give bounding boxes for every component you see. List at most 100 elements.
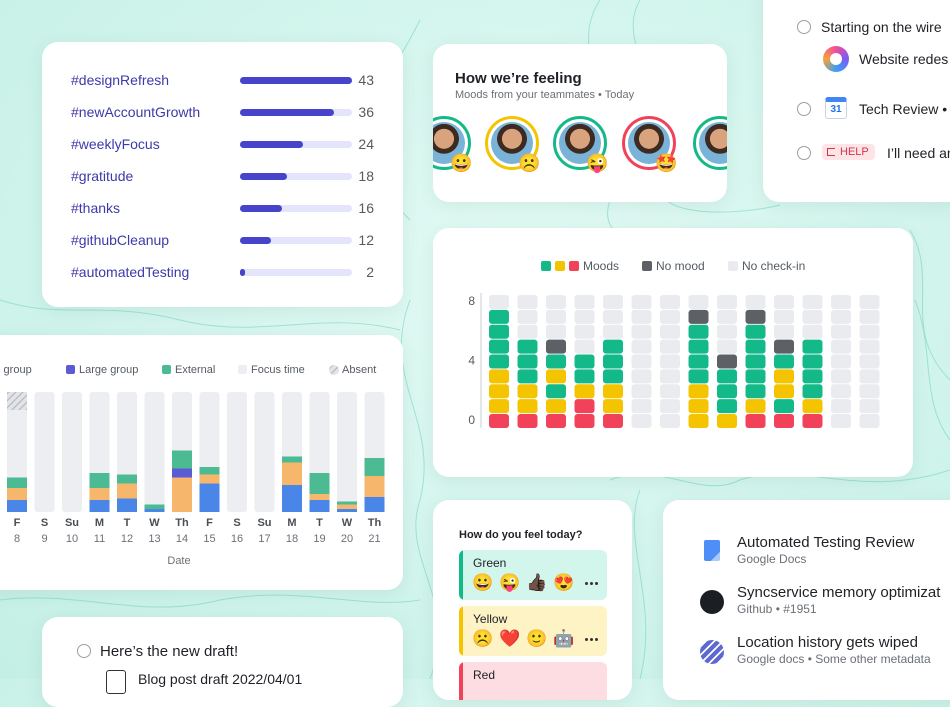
mood-cell [802,339,823,354]
mood-option: Red [459,662,607,700]
emoji[interactable]: ❤️ [499,629,521,648]
mood-cell [489,309,509,324]
task-text: Website redes [859,51,949,67]
checkbox [77,644,91,658]
mood-cell [546,384,566,399]
mood-option: Yellow ☹️ ❤️ 🙂 🤖 [459,606,607,656]
hashtag: #gratitude [71,168,134,184]
mood-cell [660,295,680,309]
mood-cell [831,399,851,414]
emoji[interactable]: 😀 [472,573,494,592]
mood-cell [603,384,623,399]
legend-swatch [569,261,579,271]
x-axis-title: Date [167,555,190,567]
option-label: Red [473,668,496,682]
emoji-badge: 🤩 [655,153,678,173]
file-icon [106,670,126,694]
legend-label: No mood [656,259,705,273]
mood-cell [831,354,851,369]
x-date-label: 18 [286,533,298,545]
emoji-badge: 😜 [586,153,609,173]
x-date-label: 15 [203,533,215,545]
x-day-label: Su [65,517,79,529]
bar-background [34,392,55,512]
bar-segment [89,500,110,512]
mood-cell [660,369,680,384]
x-date-label: 17 [258,533,270,545]
bar-segment [282,456,302,463]
mood-cell [574,339,595,354]
mood-cell [517,295,538,309]
legend-label: Moods [583,259,619,273]
bar-segment [7,500,27,512]
mood-cell [489,339,509,354]
mood-cell [774,324,794,339]
mood-cell [831,324,851,339]
x-day-label: F [206,517,213,529]
subtitle: Moods from your teammates • Today [455,89,635,101]
mood-cell [489,399,509,414]
legend-label: Small group [0,364,32,376]
mood-cell [802,414,823,428]
mood-cell [717,354,737,369]
mood-cell [688,295,709,309]
mood-cell [631,399,652,414]
y-tick-label: 0 [468,413,475,427]
bar-segment [117,483,137,499]
mood-cell [831,339,851,354]
legend-label: External [175,364,215,376]
legend-swatch [555,261,565,271]
doc-meta: Github • #1951 [737,602,817,616]
mood-cell [745,369,766,384]
mood-cell [660,384,680,399]
mood-cell [517,369,538,384]
y-tick-label: 8 [468,294,475,308]
emoji[interactable]: 🙂 [526,629,548,648]
mood-cell [546,414,566,428]
emoji[interactable]: 😍 [553,573,575,592]
bar-segment [199,483,220,512]
bar-segment [282,485,302,512]
mood-cell [831,369,851,384]
hashtag-card: #designRefresh 43 #newAccountGrowth 36 #week… [42,42,403,307]
bar-segment [144,509,165,512]
app-icon-hole [830,53,842,65]
count: 43 [358,72,374,88]
mood-cell [802,324,823,339]
count: 18 [358,168,374,184]
x-date-label: 12 [121,533,133,545]
more-dot [585,582,588,585]
mood-cell [546,309,566,324]
bar-background [62,392,82,512]
mood-cell [489,324,509,339]
x-date-label: 10 [66,533,78,545]
mood-cell [489,414,509,428]
mood-cell [546,369,566,384]
hashtag: #thanks [71,200,121,216]
mood-cell [831,414,851,428]
emoji-badge: 😀 [450,153,473,173]
mood-cell [546,339,566,354]
bar-segment [117,474,137,484]
mood-cell [745,384,766,399]
mood-cell [631,309,652,324]
emoji[interactable]: 👍🏿 [526,573,548,592]
mood-cell [859,295,880,309]
emoji[interactable]: 😜 [499,573,521,592]
mood-cell [603,354,623,369]
mood-cell [546,354,566,369]
mood-cell [574,295,595,309]
mood-cell [631,369,652,384]
mood-cell [631,339,652,354]
x-day-label: S [233,517,240,529]
mood-cell [489,354,509,369]
bar-segment [364,497,385,512]
mood-cell [660,339,680,354]
mood-cell [717,339,737,354]
x-date-label: 9 [41,533,47,545]
title: How we’re feeling [455,70,582,87]
mood-cell [688,384,709,399]
emoji[interactable]: 🤖 [553,629,575,648]
mood-cell [574,309,595,324]
emoji[interactable]: ☹️ [472,629,494,648]
